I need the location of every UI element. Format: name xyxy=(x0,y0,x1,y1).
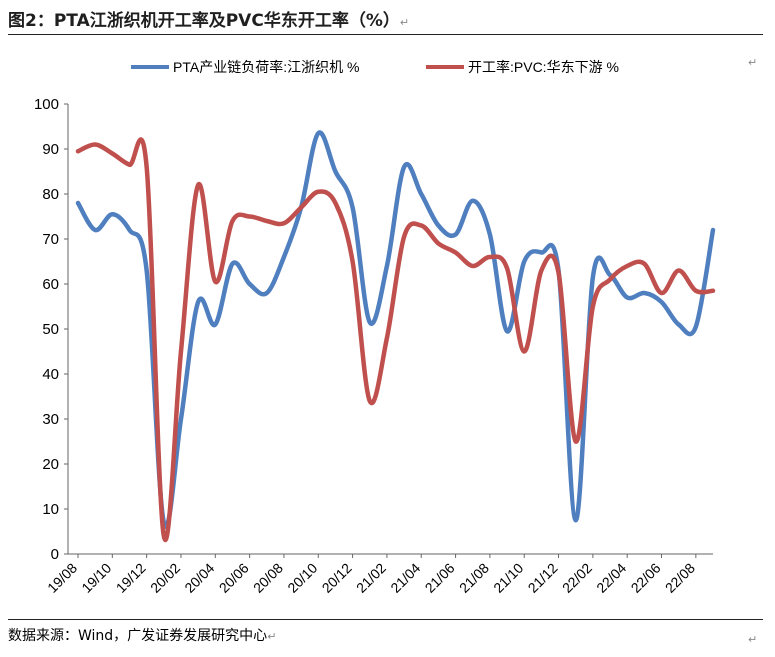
x-tick-label: 20/08 xyxy=(250,560,286,596)
x-tick-label: 22/04 xyxy=(593,560,629,596)
series-line-pvc xyxy=(75,137,716,542)
x-tick-label: 21/02 xyxy=(353,560,389,596)
y-axis: 0 10 20 30 40 50 60 70 80 90 100 xyxy=(34,96,69,563)
x-tick-label: 20/12 xyxy=(319,560,355,596)
source-text: 数据来源：Wind，广发证券发展研究中心 xyxy=(8,628,268,644)
source-note: 数据来源：Wind，广发证券发展研究中心↵ xyxy=(8,625,276,645)
y-tick-label: 0 xyxy=(51,546,59,563)
y-tick-label: 20 xyxy=(42,456,59,473)
y-tick-label: 10 xyxy=(42,501,59,518)
legend-label-pvc: 开工率:PVC:华东下游 % xyxy=(468,59,619,75)
x-axis: 19/0819/1019/1220/0220/0420/0620/0820/10… xyxy=(44,553,713,596)
x-tick-label: 21/12 xyxy=(525,560,561,596)
x-tick-label: 21/04 xyxy=(387,560,423,596)
y-tick-label: 30 xyxy=(42,411,59,428)
x-tick-label: 22/02 xyxy=(559,560,595,596)
x-tick-label: 21/08 xyxy=(456,560,492,596)
x-tick-label: 20/06 xyxy=(216,560,252,596)
x-tick-label: 19/08 xyxy=(44,560,80,596)
paragraph-mark-icon: ↵ xyxy=(267,630,277,643)
y-tick-label: 70 xyxy=(42,231,59,248)
x-tick-label: 19/10 xyxy=(78,560,114,596)
figure-title-text: 图2：PTA江浙织机开工率及PVC华东开工率（%） xyxy=(8,11,400,31)
paragraph-mark-icon: ↵ xyxy=(399,16,410,29)
paragraph-mark-icon: ↵ xyxy=(748,56,758,69)
y-tick-label: 80 xyxy=(42,186,59,203)
x-tick-label: 22/08 xyxy=(662,560,698,596)
title-divider xyxy=(8,34,763,35)
x-tick-label: 19/12 xyxy=(113,560,149,596)
series-layer xyxy=(75,130,716,542)
x-tick-label: 22/06 xyxy=(628,560,664,596)
x-tick-label: 20/04 xyxy=(181,560,217,596)
x-tick-label: 20/10 xyxy=(284,560,320,596)
legend: PTA产业链负荷率:江浙织机 % 开工率:PVC:华东下游 % xyxy=(131,59,619,75)
y-tick-label: 90 xyxy=(42,141,59,158)
y-tick-label: 40 xyxy=(42,366,59,383)
x-tick-label: 21/06 xyxy=(422,560,458,596)
paragraph-mark-icon: ↵ xyxy=(748,633,758,646)
footer-divider xyxy=(8,619,763,620)
y-tick-label: 50 xyxy=(42,321,59,338)
x-tick-label: 20/02 xyxy=(147,560,183,596)
y-tick-label: 60 xyxy=(42,276,59,293)
x-tick-label: 21/10 xyxy=(490,560,526,596)
series-line-pta xyxy=(75,130,716,529)
figure-title: 图2：PTA江浙织机开工率及PVC华东开工率（%）↵ xyxy=(8,6,409,31)
legend-label-pta: PTA产业链负荷率:江浙织机 % xyxy=(173,59,359,75)
y-tick-label: 100 xyxy=(34,96,59,113)
